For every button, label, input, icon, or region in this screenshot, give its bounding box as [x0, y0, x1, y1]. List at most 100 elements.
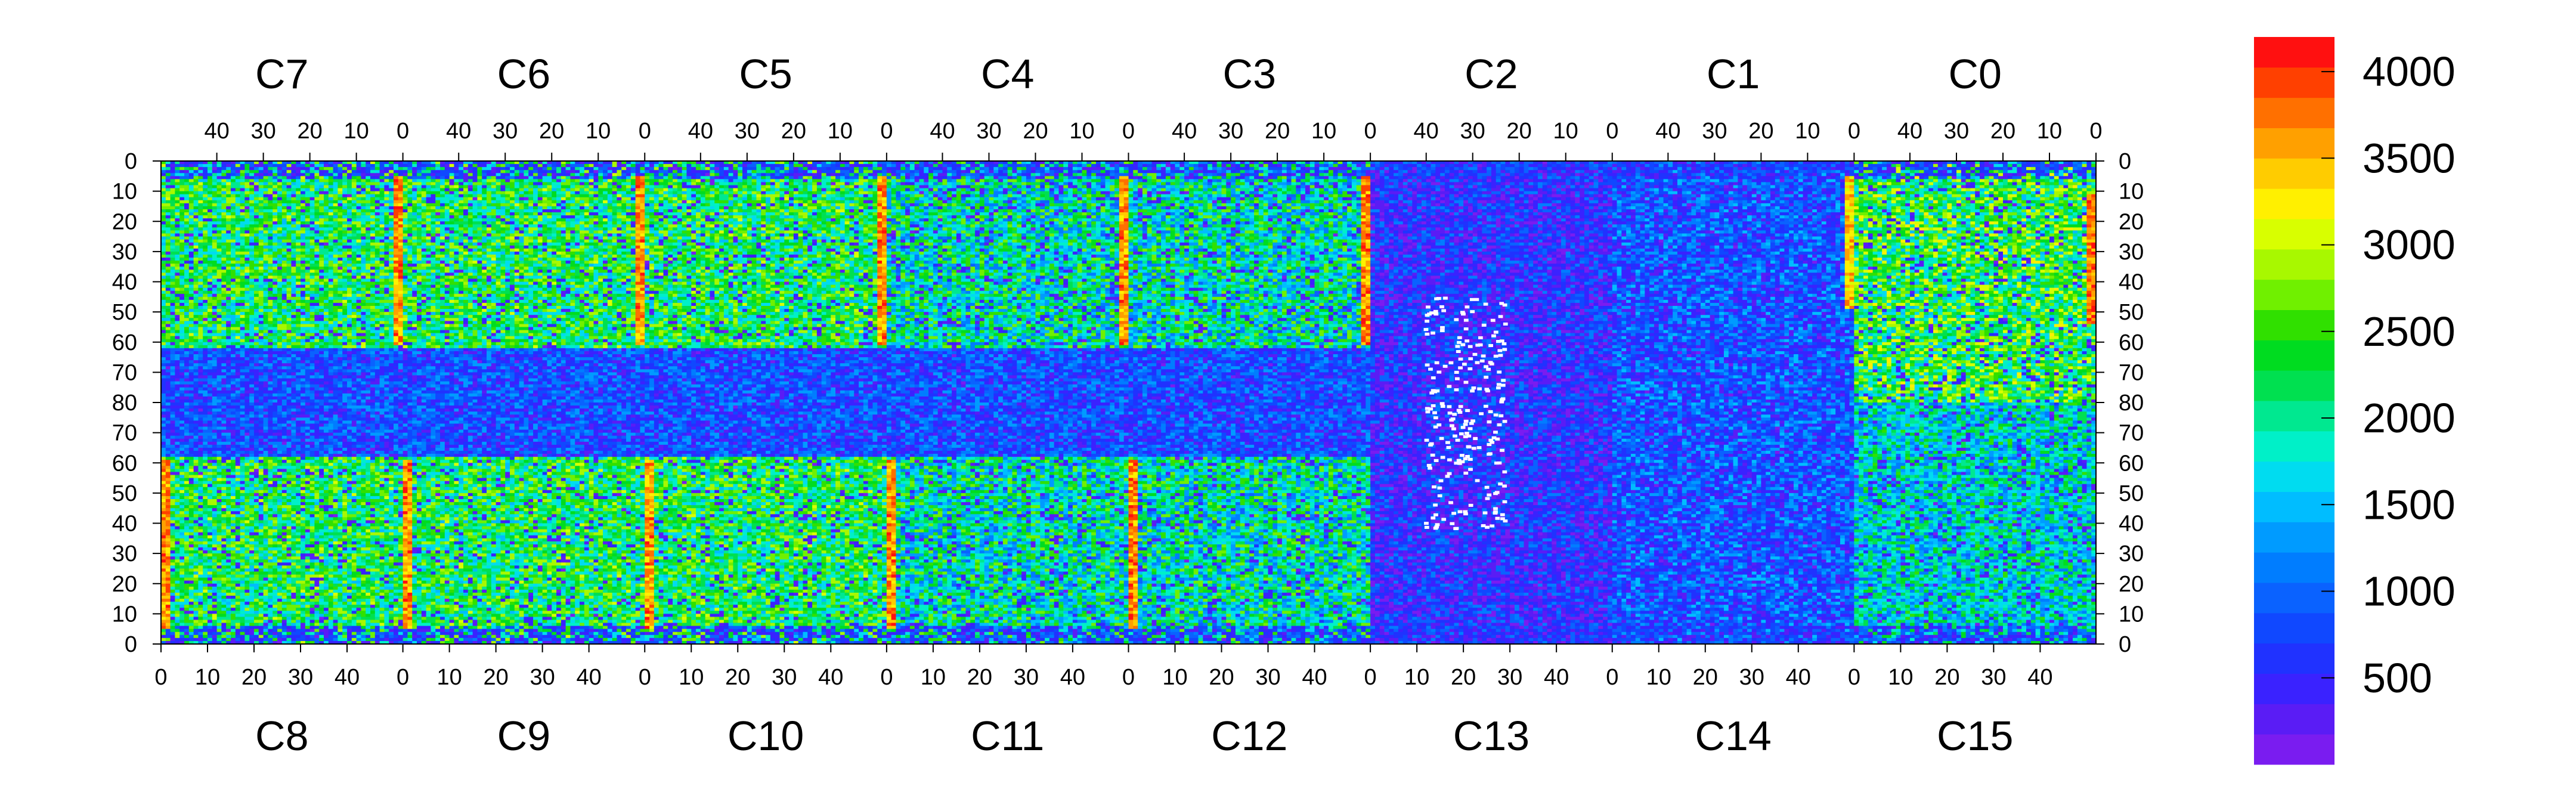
heatmap-cell	[221, 379, 226, 382]
heatmap-cell	[208, 249, 212, 252]
heatmap-cell	[240, 246, 245, 249]
heatmap-cell	[249, 397, 254, 400]
heatmap-cell	[221, 388, 226, 391]
heatmap-cell	[259, 209, 264, 213]
heatmap-cell	[254, 255, 259, 258]
heatmap-cell	[179, 288, 184, 292]
heatmap-cell	[171, 342, 175, 346]
heatmap-cell	[226, 179, 231, 182]
heatmap-cell	[184, 348, 189, 352]
heatmap-cell	[236, 288, 240, 292]
heatmap-cell	[254, 191, 259, 195]
heatmap-cell	[231, 209, 236, 213]
heatmap-cell	[254, 209, 259, 213]
heatmap-cell	[264, 321, 268, 324]
heatmap-cell	[244, 397, 249, 400]
heatmap-cell	[161, 288, 166, 292]
heatmap-cell	[212, 312, 217, 315]
heatmap-cell	[175, 348, 179, 352]
heatmap-cell	[231, 351, 236, 355]
heatmap-cell	[161, 294, 166, 298]
heatmap-cell	[171, 218, 175, 222]
heatmap-cell	[268, 209, 273, 213]
heatmap-cell	[236, 291, 240, 295]
heatmap-cell	[249, 351, 254, 355]
heatmap-cell	[166, 255, 171, 258]
heatmap-cell	[226, 206, 231, 210]
heatmap-cell	[240, 345, 245, 349]
heatmap-cell	[212, 303, 217, 306]
heatmap-cell	[189, 209, 194, 213]
heatmap-cell	[179, 230, 184, 234]
heatmap-cell	[226, 345, 231, 349]
heatmap-cell	[184, 345, 189, 349]
heatmap-cell	[203, 363, 208, 367]
heatmap-cell	[226, 303, 231, 306]
heatmap-cell	[221, 179, 226, 182]
heatmap-cell	[221, 400, 226, 403]
heatmap-cell	[264, 191, 268, 195]
heatmap-cell	[249, 255, 254, 258]
heatmap-cell	[221, 267, 226, 270]
heatmap-cell	[198, 394, 203, 397]
heatmap-cell	[240, 327, 245, 330]
heatmap-cell	[244, 261, 249, 264]
heatmap-cell	[171, 170, 175, 174]
heatmap-cell	[189, 318, 194, 321]
heatmap-cell	[226, 167, 231, 171]
heatmap-cell	[161, 246, 166, 249]
heatmap-cell	[244, 291, 249, 295]
heatmap-cell	[236, 354, 240, 358]
heatmap-cell	[212, 385, 217, 388]
heatmap-cell	[259, 372, 264, 376]
heatmap-cell	[249, 273, 254, 276]
heatmap-cell	[231, 315, 236, 318]
heatmap-cell	[249, 182, 254, 185]
heatmap-cell	[240, 339, 245, 343]
heatmap-cell	[212, 375, 217, 379]
heatmap-cell	[249, 297, 254, 301]
heatmap-cell	[203, 249, 208, 252]
heatmap-cell	[254, 243, 259, 246]
heatmap-cell	[179, 164, 184, 168]
heatmap-cell	[203, 397, 208, 400]
heatmap-cell	[240, 348, 245, 352]
heatmap-cell	[240, 164, 245, 168]
heatmap-cell	[231, 273, 236, 276]
heatmap-cell	[179, 400, 184, 403]
heatmap-cell	[166, 297, 171, 301]
heatmap-cell	[189, 385, 194, 388]
heatmap-cell	[208, 275, 212, 279]
heatmap-cell	[240, 312, 245, 315]
heatmap-cell	[231, 255, 236, 258]
heatmap-cell	[179, 306, 184, 309]
heatmap-cell	[175, 267, 179, 270]
heatmap-cell	[259, 297, 264, 301]
heatmap-cell	[226, 221, 231, 225]
heatmap-cell	[161, 336, 166, 340]
heatmap-cell	[171, 388, 175, 391]
heatmap-cell	[203, 176, 208, 179]
heatmap-cell	[236, 267, 240, 270]
heatmap-cell	[259, 345, 264, 349]
heatmap-cell	[249, 197, 254, 201]
heatmap-cell	[184, 188, 189, 192]
heatmap-cell	[259, 369, 264, 373]
heatmap-cell	[221, 297, 226, 301]
heatmap-cell	[249, 366, 254, 370]
heatmap-cell	[171, 294, 175, 298]
heatmap-cell	[221, 191, 226, 195]
heatmap-cell	[203, 342, 208, 346]
heatmap-cell	[244, 369, 249, 373]
heatmap-cell	[166, 303, 171, 306]
heatmap-cell	[254, 249, 259, 252]
heatmap-cell	[194, 273, 199, 276]
heatmap-cell	[259, 176, 264, 179]
heatmap-cell	[244, 285, 249, 289]
heatmap-cell	[179, 303, 184, 306]
heatmap-cell	[189, 255, 194, 258]
heatmap-cell	[212, 273, 217, 276]
heatmap-cell	[171, 234, 175, 237]
heatmap-cell	[240, 303, 245, 306]
heatmap-cell	[184, 275, 189, 279]
